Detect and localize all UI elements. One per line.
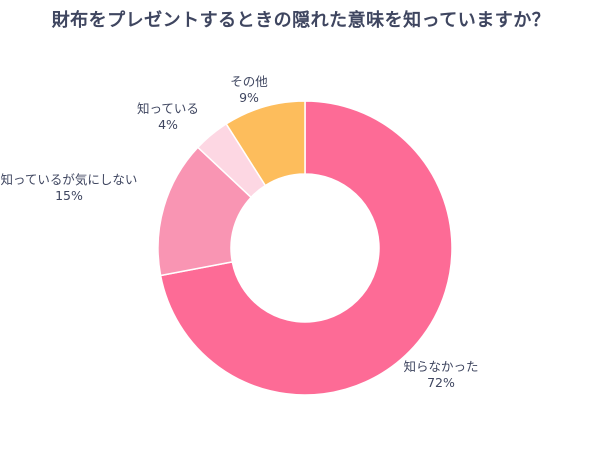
chart-title: 財布をプレゼントするときの隠れた意味を知っていますか？ bbox=[51, 10, 551, 31]
pie-slice-other bbox=[225, 100, 306, 187]
slice-value-didnt-know: 72% bbox=[427, 375, 455, 390]
slice-value-know-dont-care: 15% bbox=[55, 188, 83, 203]
slice-label-know-dont-care: 知っているが気にしない bbox=[1, 172, 138, 187]
pie-slice-didnt-know bbox=[159, 100, 453, 396]
slice-value-know: 4% bbox=[158, 117, 178, 132]
slice-label-didnt-know: 知らなかった bbox=[403, 359, 478, 374]
slice-value-other: 9% bbox=[239, 90, 259, 105]
slice-label-other: その他 bbox=[230, 74, 268, 89]
slice-label-know: 知っている bbox=[137, 101, 199, 116]
